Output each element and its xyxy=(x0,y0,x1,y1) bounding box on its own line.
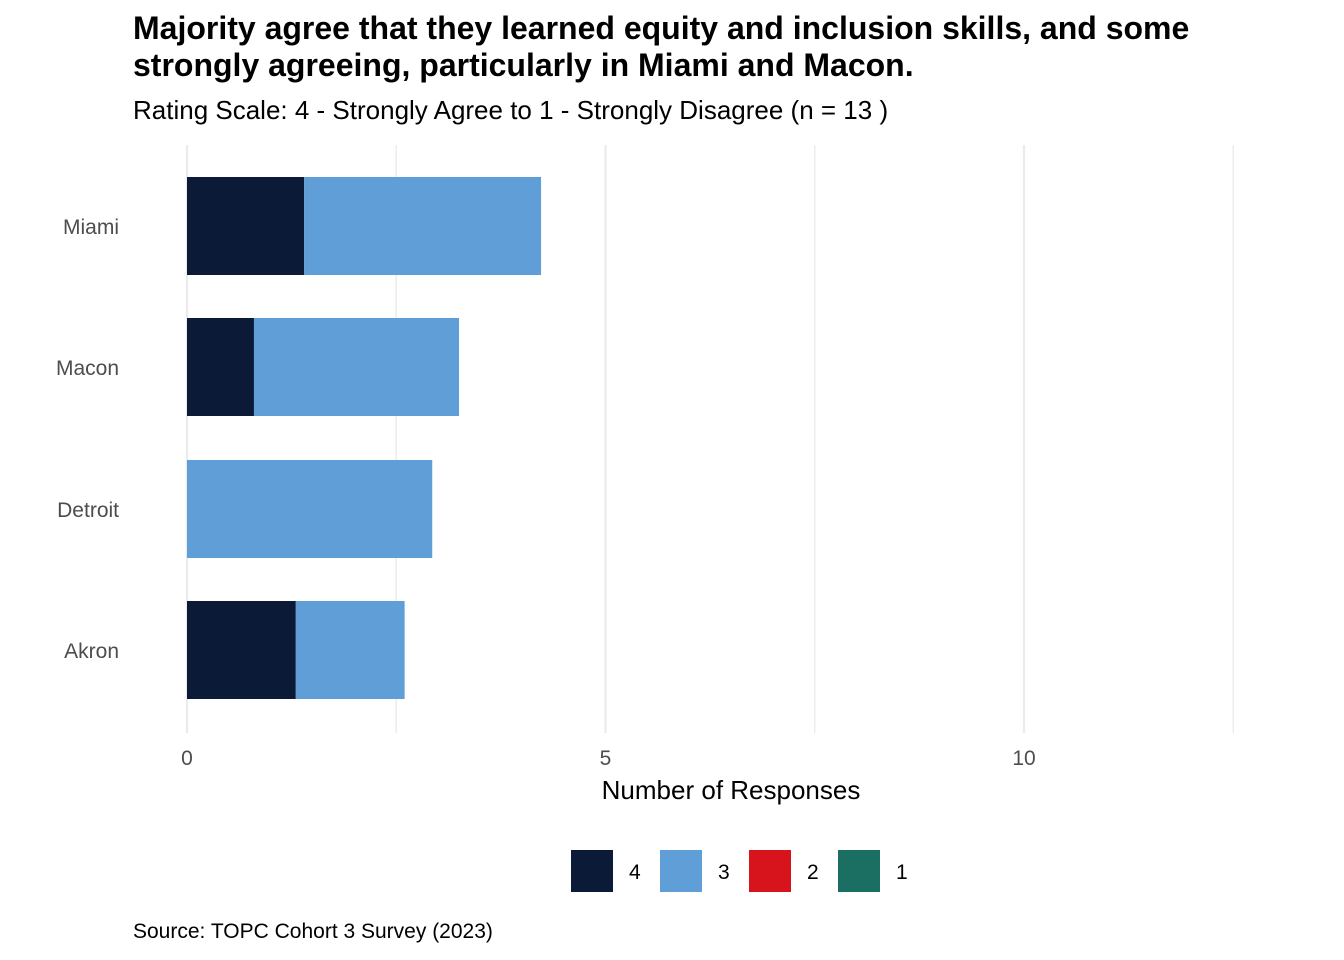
legend: 4 3 2 1 xyxy=(571,850,908,892)
bar-macon-rating-4 xyxy=(187,318,254,416)
bar-akron-rating-4 xyxy=(187,601,296,699)
bars xyxy=(187,177,542,699)
bar-macon-rating-3 xyxy=(253,318,460,416)
y-axis-labels: Miami Macon Detroit Akron xyxy=(56,216,119,663)
x-tick-label: 5 xyxy=(600,747,612,770)
legend-label-1: 1 xyxy=(896,861,908,884)
y-tick-label-akron: Akron xyxy=(64,640,119,663)
source-caption: Source: TOPC Cohort 3 Survey (2023) xyxy=(133,920,493,943)
legend-label-2: 2 xyxy=(807,861,819,884)
x-tick-label: 0 xyxy=(181,747,193,770)
x-axis-title: Number of Responses xyxy=(602,775,861,805)
chart-title: Majority agree that they learned equity … xyxy=(133,10,1190,83)
x-axis-labels: 0 5 10 xyxy=(181,747,1036,770)
bar-miami-rating-3 xyxy=(304,177,542,275)
legend-label-3: 3 xyxy=(718,861,730,884)
x-tick-label: 10 xyxy=(1012,747,1035,770)
legend-label-4: 4 xyxy=(629,861,641,884)
legend-key-2 xyxy=(749,850,791,892)
bar-detroit-rating-3 xyxy=(187,460,433,558)
y-tick-label-miami: Miami xyxy=(63,216,119,239)
legend-key-4 xyxy=(571,850,613,892)
legend-key-3 xyxy=(660,850,702,892)
y-tick-label-macon: Macon xyxy=(56,357,119,380)
legend-key-1 xyxy=(838,850,880,892)
y-tick-label-detroit: Detroit xyxy=(57,499,119,522)
chart-subtitle: Rating Scale: 4 - Strongly Agree to 1 - … xyxy=(133,95,889,125)
bar-akron-rating-3 xyxy=(295,601,405,699)
bar-miami-rating-4 xyxy=(187,177,305,275)
